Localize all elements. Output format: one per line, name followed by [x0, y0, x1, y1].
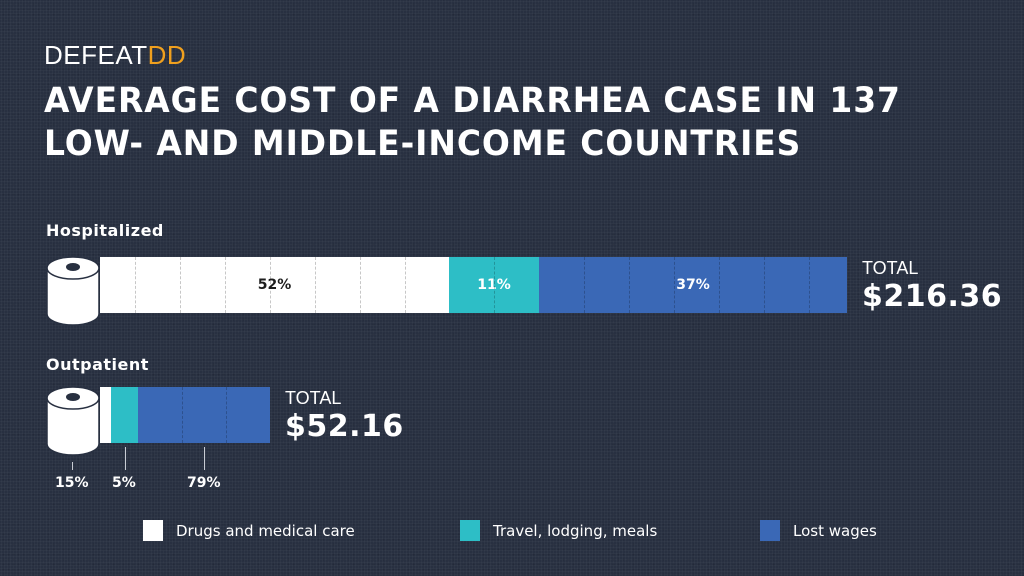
outpatient-bar: [100, 387, 270, 443]
brand-accent: DD: [147, 40, 187, 70]
hospitalized-seg-wages: 37%: [539, 257, 847, 313]
outpatient-total: TOTAL $52.16: [285, 388, 404, 444]
outpatient-pct-wages: 79%: [187, 475, 221, 491]
chart-title: AVERAGE COST OF A DIARRHEA CASE IN 137 L…: [44, 80, 901, 166]
legend-label: Lost wages: [793, 521, 877, 540]
toilet-roll-icon: [46, 386, 100, 456]
outpatient-total-label: TOTAL: [285, 388, 342, 408]
outpatient-total-value: $52.16: [285, 409, 404, 444]
outpatient-label: Outpatient: [46, 355, 149, 374]
outpatient-tick-drugs: [72, 462, 73, 470]
brand-logo: DEFEATDD: [44, 40, 186, 71]
legend-label: Travel, lodging, meals: [493, 521, 658, 540]
hospitalized-seg-travel: 11%: [449, 257, 539, 313]
toilet-roll-icon: [46, 256, 100, 326]
brand-prefix: DEFEAT: [44, 40, 148, 70]
legend-swatch-teal: [460, 520, 480, 541]
hospitalized-pct-wages: 37%: [676, 277, 710, 293]
legend-item-wages: Lost wages: [760, 520, 877, 541]
legend-label: Drugs and medical care: [176, 521, 355, 540]
outpatient-pct-travel: 5%: [112, 475, 136, 491]
outpatient-pct-drugs: 15%: [55, 475, 89, 491]
outpatient-tick-wages: [204, 447, 205, 470]
hospitalized-total-label: TOTAL: [862, 258, 919, 278]
legend-swatch-blue: [760, 520, 780, 541]
outpatient-seg-travel: [111, 387, 138, 443]
legend-item-drugs: Drugs and medical care: [143, 520, 355, 541]
hospitalized-bar: 52% 11% 37%: [100, 257, 847, 313]
outpatient-tick-travel: [125, 447, 126, 470]
hospitalized-seg-drugs: 52%: [100, 257, 449, 313]
legend-swatch-white: [143, 520, 163, 541]
hospitalized-pct-drugs: 52%: [257, 277, 292, 293]
hospitalized-total: TOTAL $216.36: [862, 258, 1002, 314]
hospitalized-total-value: $216.36: [862, 279, 1003, 314]
hospitalized-label: Hospitalized: [46, 221, 164, 240]
title-line-2: LOW- AND MIDDLE-INCOME COUNTRIES: [44, 124, 802, 164]
legend-item-travel: Travel, lodging, meals: [460, 520, 657, 541]
hospitalized-pct-travel: 11%: [477, 277, 511, 293]
outpatient-seg-wages: [138, 387, 270, 443]
outpatient-seg-drugs: [100, 387, 111, 443]
title-line-1: AVERAGE COST OF A DIARRHEA CASE IN 137: [44, 81, 901, 121]
